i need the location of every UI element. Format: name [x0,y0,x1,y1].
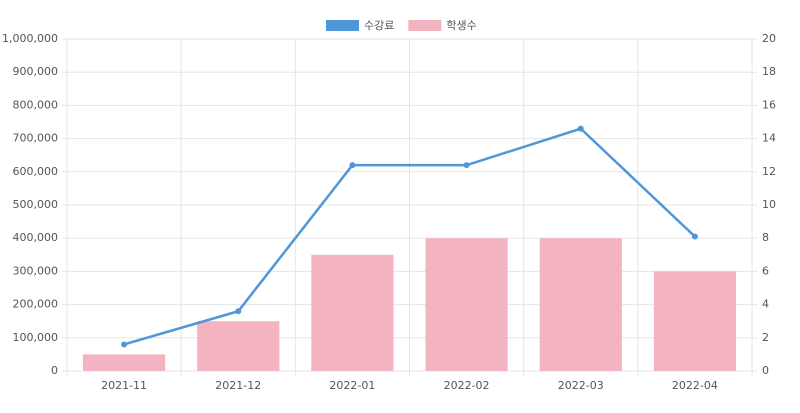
legend-label: 수강료 [364,19,394,32]
y2-tick-label: 0 [762,364,769,377]
y2-tick-label: 12 [762,165,776,178]
y-tick-label: 0 [51,364,58,377]
legend-swatch [326,20,359,31]
y-tick-label: 400,000 [13,231,59,244]
bar [653,271,737,371]
line [123,127,696,346]
y-tick-label: 100,000 [13,331,59,344]
bar [425,238,508,371]
bar [311,254,394,371]
y2-tick-label: 10 [762,198,776,211]
y2-tick-label: 14 [762,132,776,145]
y2-tick-label: 20 [762,32,776,45]
bar [82,354,166,371]
y2-tick-label: 6 [762,264,769,277]
point [463,162,470,169]
legend-label: 학생수 [446,19,476,32]
x-tick-label: 2022-01 [329,379,375,392]
y-tick-label: 1,000,000 [2,32,58,45]
bar [539,238,622,371]
x-tick-label: 2021-12 [215,379,261,392]
y2-tick-label: 4 [762,298,769,311]
y-tick-label: 500,000 [13,198,59,211]
y-tick-label: 300,000 [13,264,59,277]
y2-tick-label: 8 [762,231,769,244]
legend-swatch [408,20,442,31]
y-tick-label: 900,000 [13,65,59,78]
y-tick-label: 800,000 [13,98,59,111]
x-tick-label: 2021-11 [101,379,147,392]
bar [197,321,280,371]
y2-tick-label: 2 [762,331,769,344]
y-tick-label: 200,000 [13,298,59,311]
x-tick-label: 2022-02 [444,379,490,392]
x-tick-label: 2022-04 [672,379,718,392]
point [349,162,356,169]
point [121,341,128,348]
y2-tick-label: 16 [762,98,776,111]
point [235,308,242,315]
point [577,125,584,132]
y-tick-label: 700,000 [13,132,59,145]
x-tick-label: 2022-03 [558,379,604,392]
y-tick-label: 600,000 [13,165,59,178]
point [691,233,698,240]
y2-tick-label: 18 [762,65,776,78]
